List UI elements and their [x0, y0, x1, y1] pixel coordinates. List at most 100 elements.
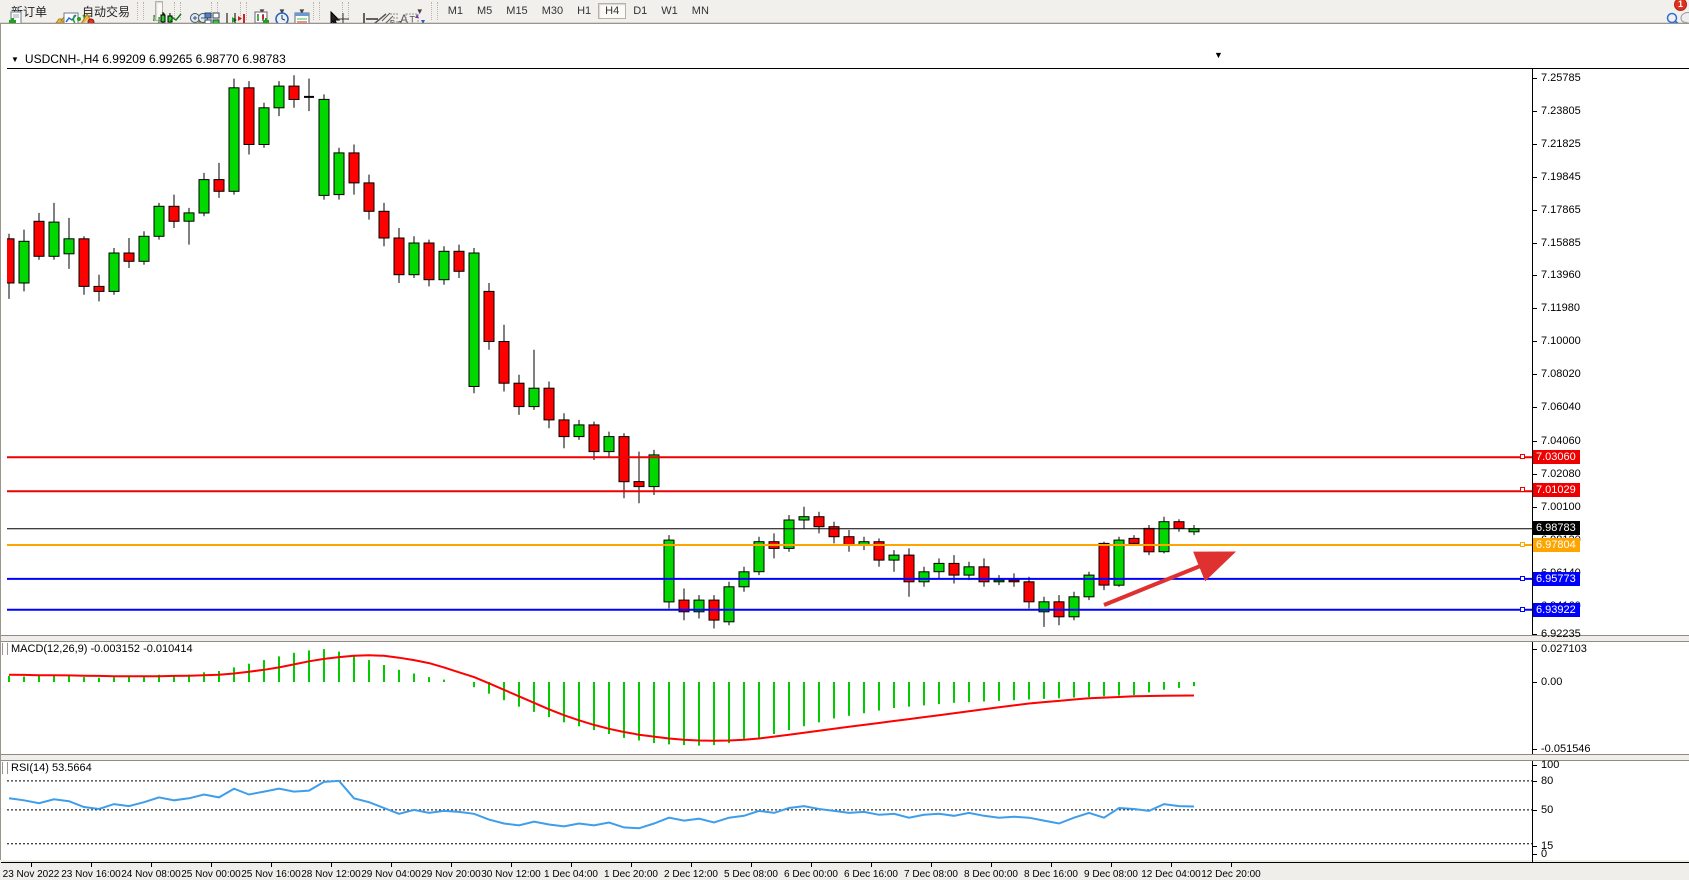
cursor-button[interactable] — [323, 1, 341, 27]
new-chart-button[interactable]: ▼ — [250, 1, 270, 25]
rsi-panel-grip[interactable] — [2, 762, 8, 774]
bar-chart-mode-button[interactable] — [147, 1, 166, 24]
candle — [304, 78, 314, 112]
macd-panel-grip[interactable] — [2, 643, 8, 655]
tf-m5-button[interactable]: M5 — [470, 3, 499, 19]
candle — [1098, 541, 1110, 591]
candle — [1023, 576, 1035, 609]
candle — [498, 324, 510, 392]
templates-button[interactable]: ▼ — [290, 1, 310, 26]
trend-arrow-annotation[interactable] — [1103, 551, 1237, 607]
button-label: M30 — [541, 5, 564, 17]
line-chart-mode-button[interactable] — [163, 1, 182, 24]
tf-m30-button[interactable]: M30 — [535, 3, 570, 19]
vertical-line-button[interactable] — [352, 1, 365, 25]
candle — [798, 506, 810, 529]
rsi-splitter[interactable] — [1, 754, 1689, 761]
time-axis-label: 23 Nov 2022 — [2, 869, 60, 880]
collapse-icon[interactable]: ▼ — [11, 54, 19, 64]
zoom-in-button[interactable] — [184, 1, 203, 26]
candle — [978, 558, 990, 587]
time-tick-mark — [391, 863, 392, 867]
line-handle[interactable] — [1520, 542, 1525, 547]
time-tick-mark — [91, 863, 92, 867]
time-tick-mark — [691, 863, 692, 867]
chart-shift-marker-icon[interactable]: ▼ — [1214, 50, 1223, 60]
candle — [573, 419, 585, 440]
price-axis-label: 7.21825 — [1541, 138, 1581, 150]
time-tick-mark — [751, 863, 752, 867]
autotrade-button[interactable]: 自动交易 — [75, 1, 134, 26]
periods-button[interactable]: ▼ — [270, 1, 290, 26]
trendline-button[interactable] — [368, 1, 387, 25]
toolbar-separator — [137, 2, 145, 20]
toolbar-separator — [211, 2, 219, 20]
time-tick-mark — [451, 863, 452, 867]
button-label: M15 — [506, 5, 528, 17]
line-handle[interactable] — [1520, 576, 1525, 581]
line-handle[interactable] — [1520, 454, 1525, 459]
time-axis-line — [1, 862, 1689, 863]
time-tick-mark — [811, 863, 812, 867]
tf-d1-button[interactable]: D1 — [626, 3, 654, 19]
line-handle[interactable] — [1520, 607, 1525, 612]
chevron-down-icon[interactable]: ▼ — [277, 6, 286, 16]
button-label: W1 — [661, 5, 678, 17]
candle — [588, 421, 600, 460]
chart-window: ▼ USDCNH-,H4 6.99209 6.99265 6.98770 6.9… — [0, 23, 1689, 880]
candle — [558, 413, 570, 449]
candle — [483, 283, 495, 350]
axis-tick-mark — [1532, 243, 1537, 244]
time-axis-label: 28 Nov 12:00 — [301, 869, 361, 880]
candle — [618, 433, 630, 499]
tf-h4-button[interactable]: H4 — [598, 3, 627, 19]
price-axis-label: -0.051546 — [1541, 743, 1591, 755]
tf-h1-button[interactable]: H1 — [570, 3, 598, 19]
auto-scroll-button[interactable] — [221, 1, 240, 25]
svg-text:T: T — [409, 15, 415, 25]
tf-m15-button[interactable]: M15 — [499, 3, 534, 19]
axis-tick-mark — [1532, 854, 1537, 855]
search-button[interactable] — [1661, 1, 1680, 26]
candle — [93, 274, 105, 302]
time-axis-label: 5 Dec 08:00 — [724, 869, 778, 880]
price-axis-label: 6.92235 — [1541, 628, 1581, 640]
chevron-down-icon[interactable]: ▼ — [258, 6, 266, 16]
button-label: H4 — [605, 5, 620, 17]
time-axis-label: 12 Dec 20:00 — [1201, 869, 1261, 880]
macd-splitter[interactable] — [1, 635, 1689, 642]
axis-tick-mark — [1532, 210, 1537, 211]
tile-windows-button[interactable] — [200, 1, 220, 26]
button-label: MN — [691, 5, 709, 17]
time-axis-label: 30 Nov 12:00 — [481, 869, 541, 880]
tf-mn-button[interactable]: MN — [685, 3, 716, 19]
line-handle[interactable] — [1520, 487, 1525, 492]
candle — [918, 566, 930, 587]
candle — [1158, 516, 1170, 554]
tf-w1-button[interactable]: W1 — [654, 3, 685, 19]
candle — [663, 535, 675, 609]
time-axis-label: 23 Nov 16:00 — [61, 869, 121, 880]
macd-histogram — [8, 649, 1195, 746]
chevron-down-icon[interactable]: ▼ — [297, 6, 306, 16]
toolbar-separator — [312, 2, 320, 20]
candle — [33, 212, 45, 260]
candle — [828, 521, 840, 544]
new-order-button[interactable]: 新订单 — [4, 1, 51, 25]
tf-m1-button[interactable]: M1 — [441, 3, 470, 19]
chevron-down-icon[interactable]: ▼ — [415, 6, 424, 16]
candle — [363, 174, 375, 220]
notifications-button[interactable]: 1 — [1674, 0, 1689, 27]
horizontal-line-button[interactable] — [360, 1, 378, 21]
text-button[interactable]: A — [392, 1, 408, 26]
time-tick-mark — [1111, 863, 1112, 867]
arrows-button[interactable]: ▼ — [408, 1, 428, 24]
candle — [318, 94, 330, 200]
gold-icon-button[interactable] — [51, 1, 72, 24]
candle — [1038, 596, 1050, 627]
candle — [678, 588, 690, 621]
candle — [273, 81, 285, 117]
axis-tick-mark — [1532, 308, 1537, 309]
time-tick-mark — [31, 863, 32, 867]
